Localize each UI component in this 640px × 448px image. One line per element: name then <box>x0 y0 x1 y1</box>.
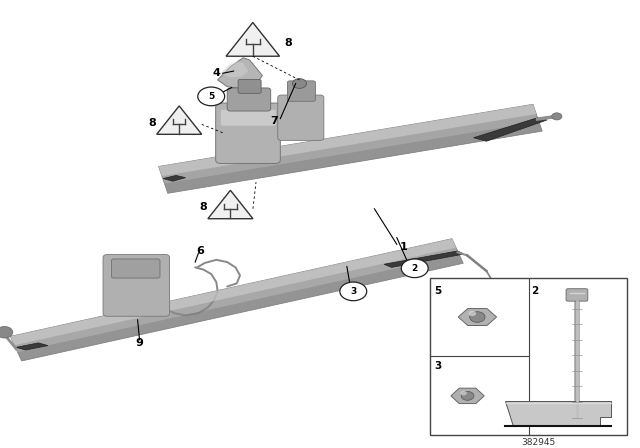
FancyBboxPatch shape <box>216 103 280 164</box>
Polygon shape <box>451 388 484 404</box>
Text: 382945: 382945 <box>522 438 556 447</box>
Circle shape <box>461 392 474 401</box>
FancyBboxPatch shape <box>287 81 316 101</box>
Polygon shape <box>17 254 463 361</box>
Circle shape <box>292 78 307 88</box>
Text: 8: 8 <box>148 118 156 128</box>
Polygon shape <box>159 104 542 193</box>
Circle shape <box>552 113 562 120</box>
Circle shape <box>198 87 225 106</box>
Polygon shape <box>505 401 611 426</box>
FancyBboxPatch shape <box>221 110 276 126</box>
Text: 9: 9 <box>136 338 143 348</box>
FancyBboxPatch shape <box>278 95 324 140</box>
Circle shape <box>468 311 476 316</box>
FancyBboxPatch shape <box>227 88 271 111</box>
Polygon shape <box>474 118 547 141</box>
FancyBboxPatch shape <box>430 278 627 435</box>
Polygon shape <box>458 309 497 326</box>
FancyBboxPatch shape <box>566 289 588 301</box>
Circle shape <box>495 295 512 307</box>
Text: 2: 2 <box>412 264 418 273</box>
Text: 3: 3 <box>434 361 441 371</box>
Circle shape <box>0 327 13 338</box>
Circle shape <box>461 391 467 396</box>
Polygon shape <box>157 106 202 134</box>
Polygon shape <box>208 190 253 219</box>
Text: 7: 7 <box>270 116 278 126</box>
Circle shape <box>401 259 428 278</box>
Polygon shape <box>164 121 542 193</box>
Polygon shape <box>16 343 48 350</box>
Polygon shape <box>10 239 463 361</box>
Text: 8: 8 <box>200 202 207 212</box>
Text: 2: 2 <box>532 286 539 296</box>
Text: 8: 8 <box>284 38 292 48</box>
Text: 6: 6 <box>196 246 204 255</box>
Polygon shape <box>226 22 280 56</box>
Text: 3: 3 <box>350 287 356 296</box>
FancyBboxPatch shape <box>111 259 160 278</box>
Text: 4: 4 <box>212 68 220 78</box>
Polygon shape <box>218 58 262 89</box>
Circle shape <box>340 282 367 301</box>
Text: 5: 5 <box>434 286 441 296</box>
Polygon shape <box>159 104 536 176</box>
FancyBboxPatch shape <box>103 254 170 316</box>
Circle shape <box>470 312 485 323</box>
Polygon shape <box>163 176 186 181</box>
Text: 1: 1 <box>399 241 407 251</box>
Polygon shape <box>10 239 456 345</box>
Text: 5: 5 <box>208 92 214 101</box>
Polygon shape <box>221 61 248 78</box>
Polygon shape <box>384 251 464 267</box>
FancyBboxPatch shape <box>238 79 261 93</box>
